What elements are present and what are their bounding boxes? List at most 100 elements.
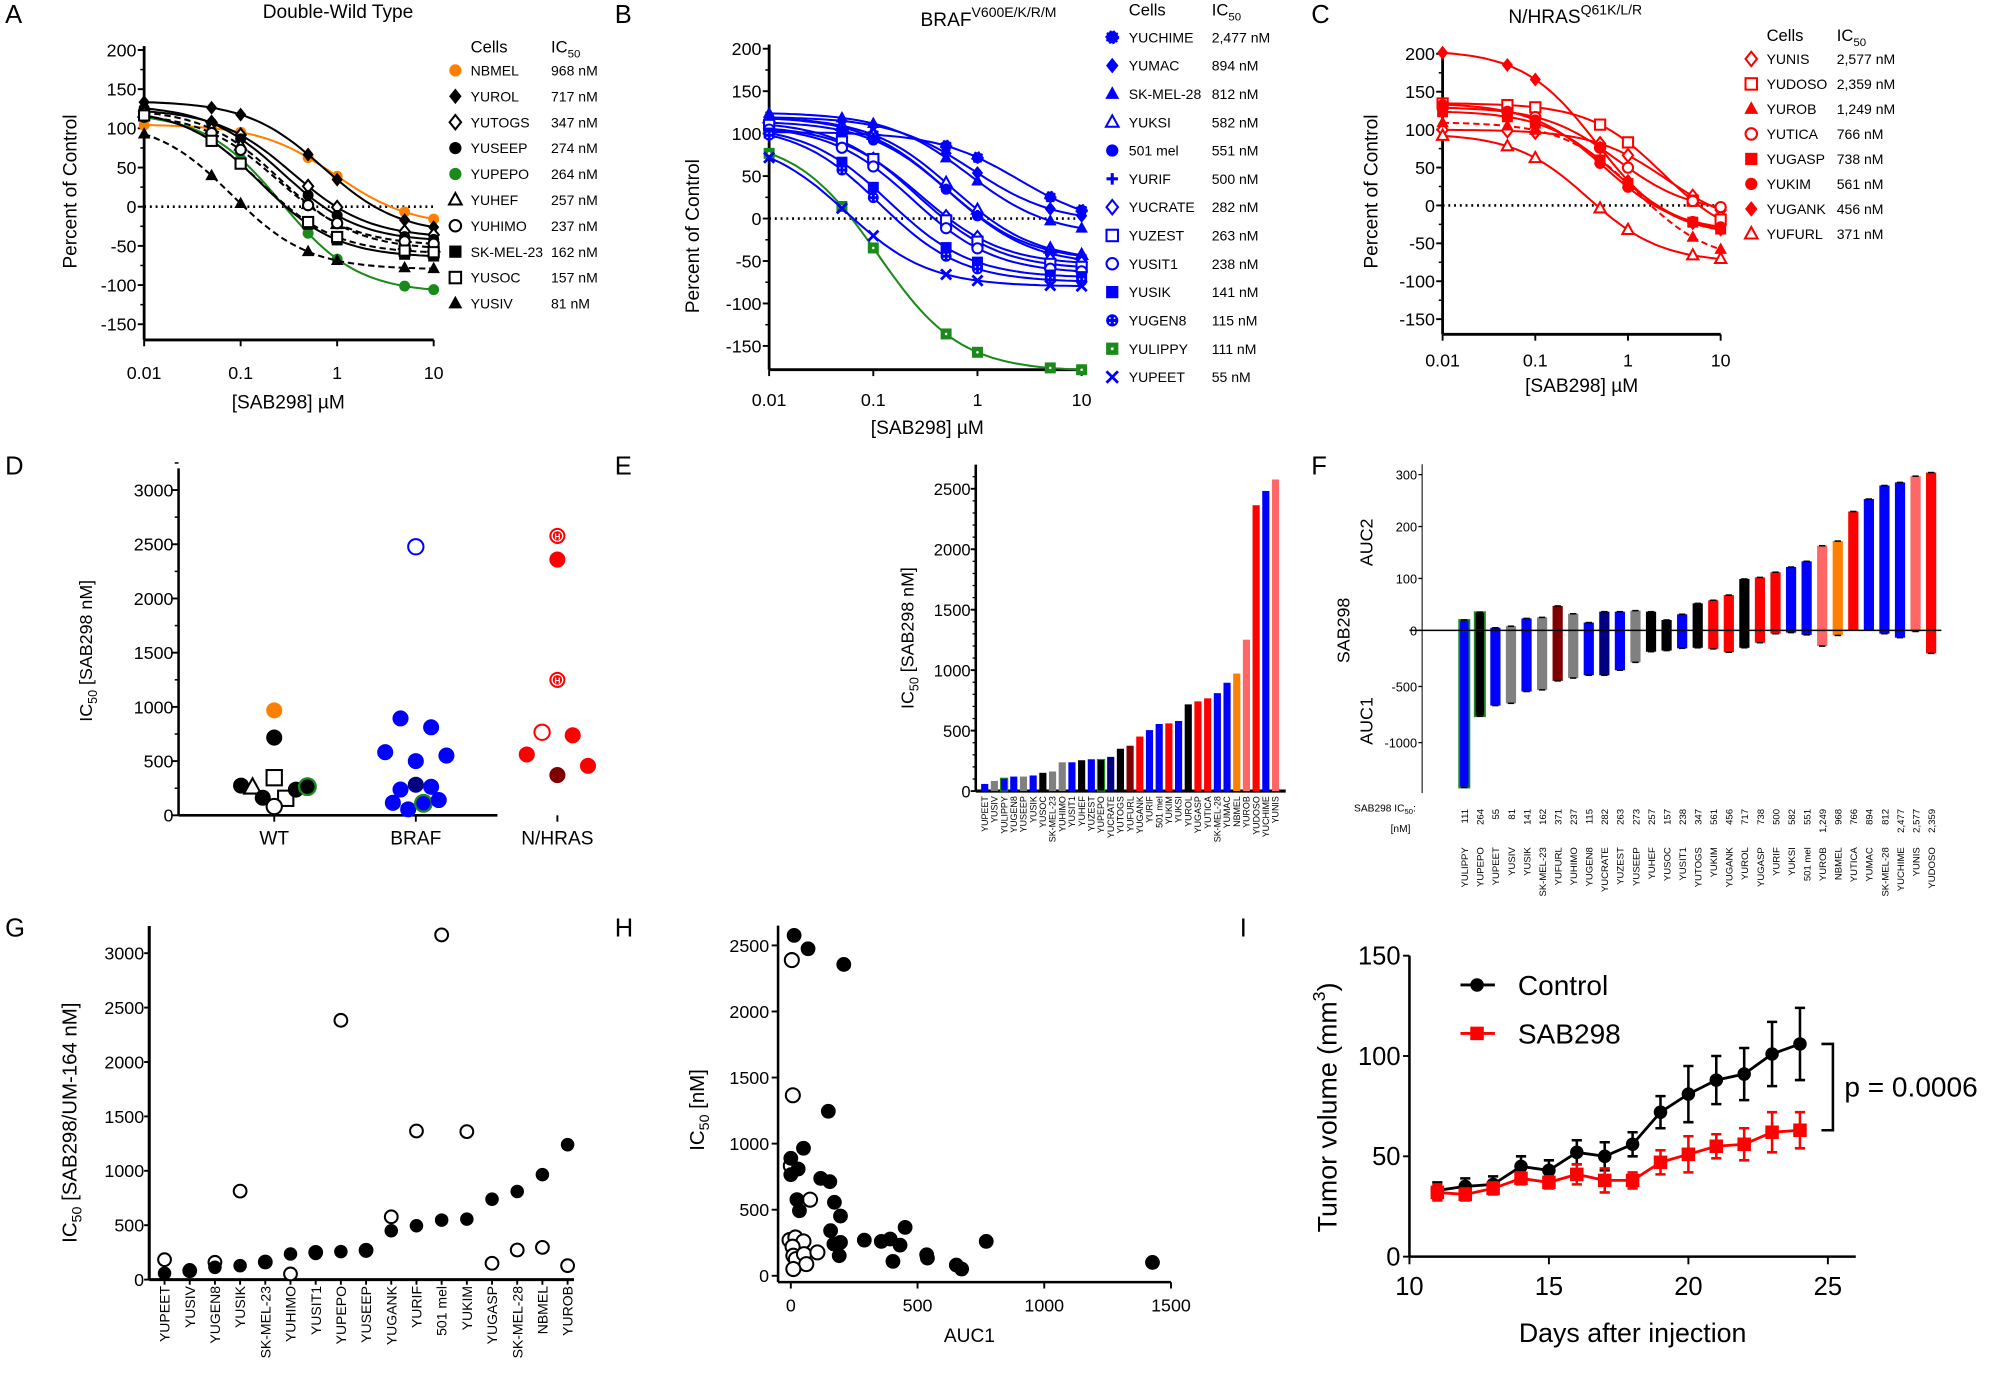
filled-point [823, 1223, 839, 1239]
y-tick-label: 50 [117, 158, 137, 178]
sab298-point [258, 1255, 273, 1269]
y-tick-label: 100 [1405, 120, 1435, 140]
title-superscript: V600E/K/R/M [972, 4, 1057, 20]
ylabel-rest: [SAB298 nM] [897, 567, 917, 677]
category-label: YUSEEP [1631, 847, 1642, 886]
data-point [1681, 1147, 1696, 1162]
um164-point [484, 1255, 500, 1271]
legend-marker [447, 190, 464, 206]
series-yusiv [137, 127, 440, 274]
category-label: YUSIT1 [1678, 847, 1689, 880]
data-point [971, 151, 984, 164]
panel-label-c: C [1311, 1, 1329, 29]
category-label: YUSIK [1028, 796, 1038, 823]
data-point [399, 280, 411, 292]
x-tick-label: 1000 [1024, 1295, 1064, 1315]
category-label: 501 mel [1154, 796, 1164, 828]
auc1-bar [1677, 630, 1688, 649]
auc2-bar [1677, 614, 1688, 631]
data-point [392, 781, 409, 798]
data-point [836, 164, 848, 176]
y-tick-label: 200 [107, 40, 137, 60]
ylabel-subscript: 50 [70, 1207, 86, 1223]
x-tick-label: 0.1 [1523, 350, 1548, 370]
panel-label-b: B [615, 1, 632, 29]
category-label: YUROL [1740, 847, 1751, 880]
ic50-value-label: 111 [1460, 809, 1471, 824]
auc2-bar [1894, 482, 1906, 631]
data-point [1527, 149, 1543, 164]
category-label: NBMEL [1834, 847, 1845, 880]
category-label: YUSOC [1662, 847, 1673, 881]
data-point [427, 261, 440, 274]
data-point [1501, 119, 1514, 131]
y-tick-label: 150 [107, 80, 137, 100]
data-point [1653, 1105, 1668, 1119]
legend-cell-name: YUNIS [1767, 51, 1810, 67]
legend-marker [1745, 152, 1758, 166]
category-label: YURIF [1771, 847, 1782, 876]
data-point [1075, 221, 1088, 233]
data-point [868, 132, 879, 143]
auc2-bar [1505, 626, 1517, 631]
category-label: YUTICA [1203, 796, 1213, 829]
um164-point [157, 1252, 172, 1268]
ylabel-main: IC [897, 691, 917, 709]
data-point [1714, 200, 1727, 214]
data-point [384, 794, 401, 811]
legend-marker [1106, 314, 1119, 327]
series-yudoso [1436, 97, 1727, 226]
legend-ic50-value: 282 nM [1212, 199, 1259, 215]
bar [1048, 771, 1057, 792]
auc2-bar [1723, 595, 1734, 631]
category-label: YUGASP [1756, 847, 1767, 887]
legend-marker [1744, 50, 1759, 68]
subscript-50: 50 [1228, 12, 1241, 24]
ic50-value-label: 968 [1834, 809, 1845, 825]
y-tick-label: 300 [1396, 468, 1417, 483]
data-point [867, 242, 879, 254]
auc2-bar [1552, 605, 1563, 631]
data-point [940, 328, 952, 340]
category-label: SK-MEL-23 [1538, 847, 1549, 896]
legend-marker [448, 113, 463, 132]
category-label: YUROB [1818, 847, 1829, 881]
open-point [784, 1087, 801, 1104]
data-point [1514, 1159, 1528, 1174]
category-label: YULIPPY [999, 796, 1009, 834]
category-label: YUGANK [1135, 796, 1145, 834]
filled-point [820, 1103, 836, 1119]
fit-curve [769, 116, 1082, 217]
legend-ic50-value: 2,477 nM [1212, 29, 1270, 45]
legend-ic50-value: 561 nM [1837, 176, 1884, 192]
auc2-bar [1817, 545, 1828, 631]
bar [1271, 479, 1280, 792]
ic50-value-label: 263 [1616, 809, 1627, 825]
filled-point [892, 1237, 908, 1253]
data-point [1765, 1047, 1779, 1061]
y-tick-label: 0 [134, 1270, 144, 1290]
data-point [1713, 250, 1729, 265]
data-point [1542, 1163, 1556, 1178]
y-tick-label: 100 [1396, 572, 1417, 587]
legend-cell-name: YUGASP [1767, 151, 1825, 167]
y-tick-label: 2000 [729, 1002, 769, 1022]
auc2-bar [1458, 619, 1471, 632]
data-point: H [549, 671, 566, 688]
x-tick-label: 1 [332, 363, 342, 383]
bar [1165, 723, 1173, 792]
row-label-main: SAB298 IC [1354, 803, 1404, 814]
bar [1242, 639, 1250, 792]
fit-curve [143, 116, 434, 291]
data-point [1437, 45, 1449, 60]
fit-curve [1442, 134, 1721, 260]
bar [1029, 775, 1037, 792]
um164-point [333, 1012, 349, 1028]
series-yutica [1436, 101, 1727, 214]
panel-label-i: I [1240, 914, 1247, 942]
data-point [1430, 1185, 1445, 1200]
auc1-bar [1568, 630, 1579, 679]
auc2-bar [1521, 618, 1532, 631]
category-label: YUCRATE [1106, 796, 1116, 838]
data-point [414, 793, 433, 813]
